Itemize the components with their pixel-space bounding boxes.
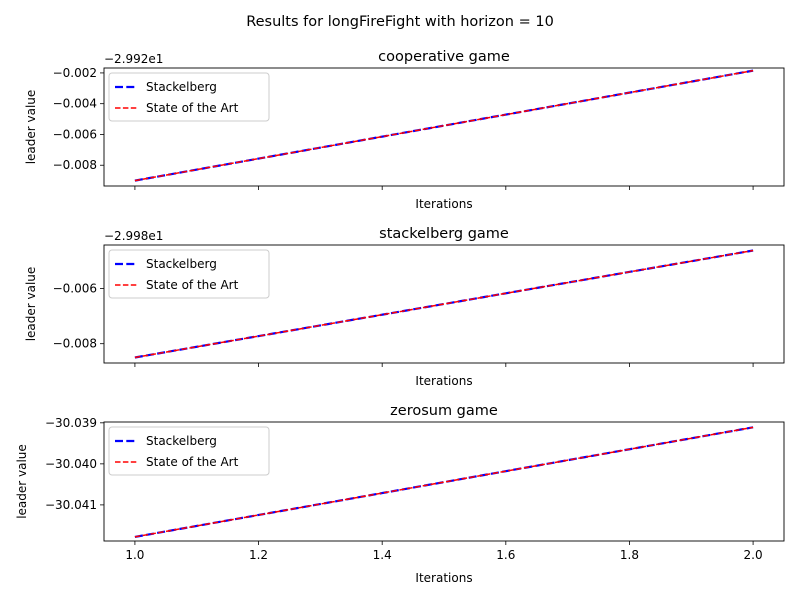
y-axis-label: leader value: [24, 267, 38, 342]
y-axis-label: leader value: [24, 90, 38, 165]
subplot-1: cooperative game −0.008 −0.006 −0.004 −0.002…: [24, 49, 785, 211]
legend-label: State of the Art: [146, 455, 239, 469]
x-tick-label: 1.6: [496, 548, 515, 562]
x-tick-label: 2.0: [744, 548, 763, 562]
legend-label: Stackelberg: [146, 80, 217, 94]
y-tick-label: −0.004: [53, 97, 97, 111]
legend: Stackelberg State of the Art: [108, 249, 270, 299]
y-tick-label: −0.008: [53, 337, 97, 351]
subplot-2: stackelberg game −0.008 −0.006 −2.998e1 Iter…: [24, 226, 785, 388]
subplot-title: cooperative game: [378, 49, 510, 65]
y-tick-label: −30.041: [45, 498, 97, 512]
y-tick-label: −0.006: [53, 282, 97, 296]
series-line-state-of-the-art: [134, 69, 754, 182]
subplot-title: stackelberg game: [379, 226, 509, 242]
legend-box: [108, 249, 270, 299]
y-tick-label: −30.040: [45, 457, 97, 471]
x-tick-label: 1.4: [373, 548, 392, 562]
y-offset-text: −2.998e1: [104, 229, 163, 243]
y-tick-label: −0.008: [53, 158, 97, 172]
y-tick-label: −0.002: [53, 66, 97, 80]
axes-frame: [103, 244, 785, 364]
legend-box: [108, 426, 270, 476]
legend: Stackelberg State of the Art: [108, 72, 270, 122]
legend-label: State of the Art: [146, 278, 239, 292]
axes-frame: [103, 421, 785, 542]
x-axis-label: Iterations: [415, 571, 472, 585]
subplot-title: zerosum game: [390, 403, 498, 419]
x-axis-label: Iterations: [415, 197, 472, 211]
x-tick-label: 1.0: [125, 548, 144, 562]
legend-label: Stackelberg: [146, 257, 217, 271]
legend-label: State of the Art: [146, 101, 239, 115]
x-tick-label: 1.2: [249, 548, 268, 562]
y-axis-label: leader value: [15, 444, 29, 519]
x-axis-label: Iterations: [415, 374, 472, 388]
y-tick-label: −0.006: [53, 127, 97, 141]
subplots: cooperative game −0.008 −0.006 −0.004 −0.002…: [15, 49, 785, 585]
subplot-3: zerosum game 1.0 1.2 1.4 1.6 1.8 2.0 −30.041 −30…: [15, 403, 785, 585]
x-tick-label: 1.8: [620, 548, 639, 562]
legend-box: [108, 72, 270, 122]
y-offset-text: −2.992e1: [104, 52, 163, 66]
legend-label: Stackelberg: [146, 434, 217, 448]
figure-suptitle: Results for longFireFight with horizon =…: [246, 14, 554, 30]
y-tick-label: −30.039: [45, 416, 97, 430]
axes-frame: [103, 67, 785, 187]
legend: Stackelberg State of the Art: [108, 426, 270, 476]
series-line-state-of-the-art: [134, 249, 754, 359]
series-line-state-of-the-art: [134, 426, 754, 538]
